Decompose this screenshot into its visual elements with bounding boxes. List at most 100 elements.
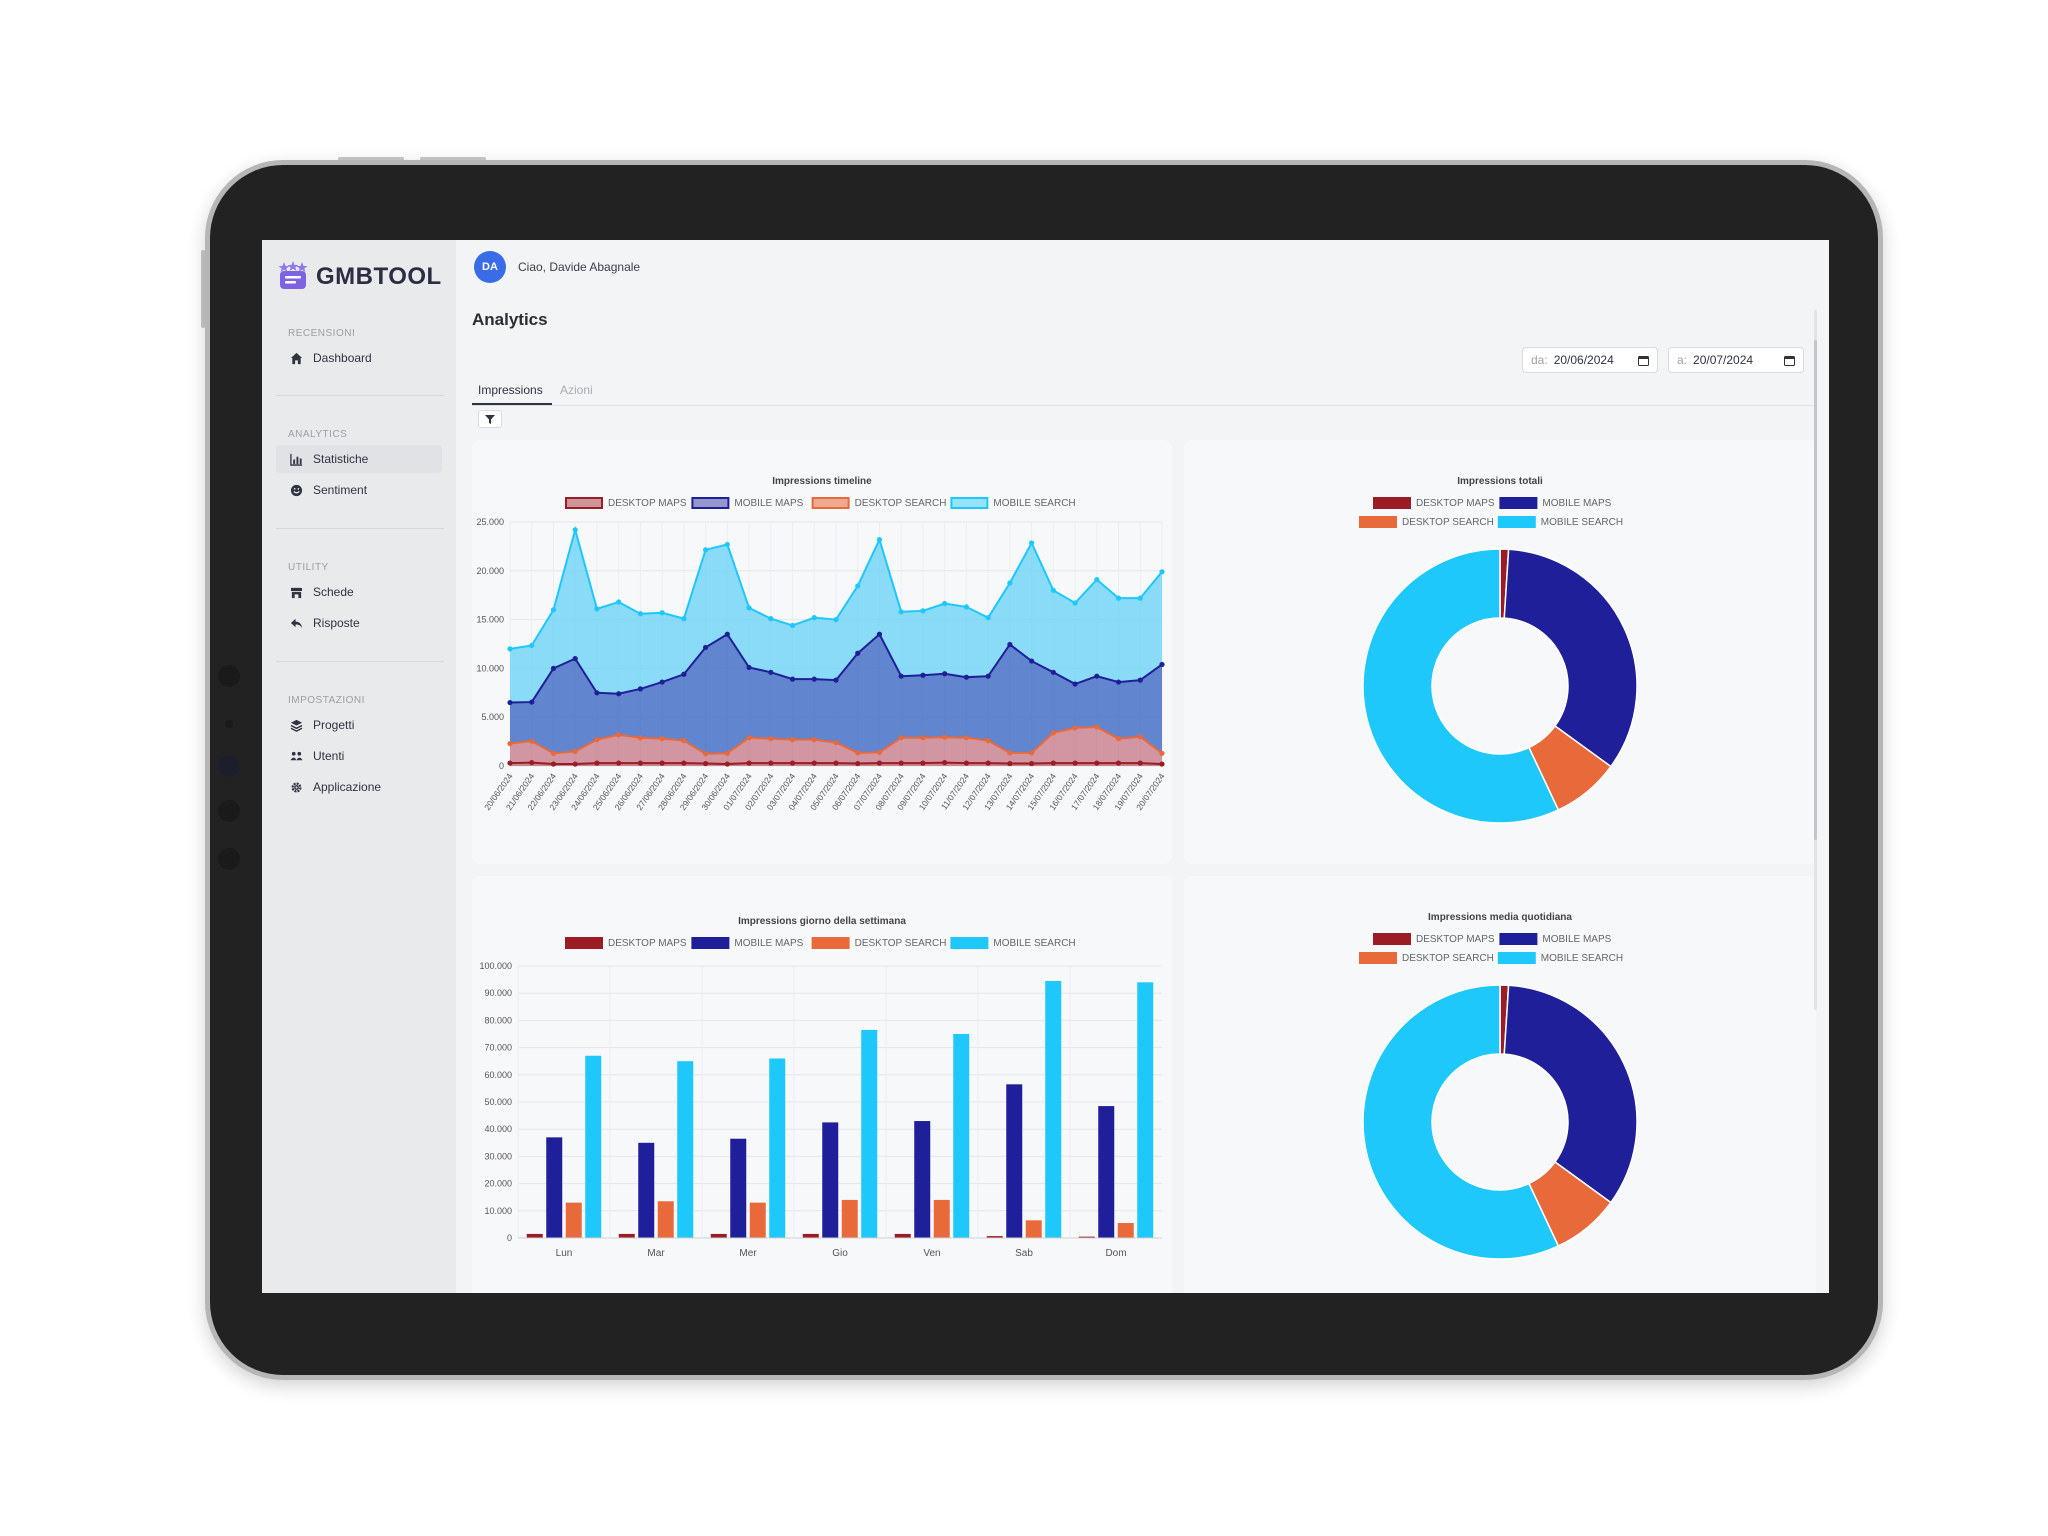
sidebar-item-sentiment[interactable]: Sentiment	[276, 476, 442, 504]
legend-label: DESKTOP MAPS	[1416, 498, 1495, 509]
sidebar-item-statistiche[interactable]: Statistiche	[276, 445, 442, 473]
date-from-field[interactable]: da: 20/06/2024	[1522, 347, 1658, 373]
data-point	[789, 622, 796, 629]
data-point	[963, 674, 969, 680]
data-point	[811, 615, 817, 621]
reply-icon	[290, 618, 303, 628]
data-point	[1115, 679, 1122, 685]
data-point	[746, 664, 752, 671]
data-point	[1050, 730, 1056, 736]
sidebar-item-schede[interactable]: Schede	[276, 578, 442, 606]
legend-label: MOBILE MAPS	[1542, 934, 1611, 945]
divider	[276, 528, 444, 529]
data-point	[898, 735, 904, 741]
data-point	[681, 738, 687, 744]
data-point	[1094, 673, 1100, 679]
data-point	[1137, 734, 1143, 740]
data-point	[985, 673, 991, 679]
data-point	[985, 738, 991, 744]
data-point	[746, 735, 752, 741]
data-point	[1159, 761, 1165, 767]
data-point	[724, 631, 730, 637]
sidebar-item-applicazione[interactable]: Applicazione	[276, 773, 442, 801]
main-content: DA Ciao, Davide Abagnale Analytics da: 2…	[456, 240, 1829, 1293]
data-point	[855, 760, 861, 767]
data-point	[703, 760, 709, 767]
y-tick-label: 60.000	[484, 1070, 512, 1080]
sidebar-item-utenti[interactable]: Utenti	[276, 742, 442, 770]
data-point	[1072, 681, 1078, 687]
legend-swatch	[1359, 952, 1397, 964]
legend-label: DESKTOP MAPS	[608, 498, 687, 509]
data-point	[942, 671, 948, 677]
data-point	[637, 611, 643, 617]
user-greeting: Ciao, Davide Abagnale	[518, 260, 641, 274]
data-point	[1159, 569, 1165, 575]
data-point	[963, 760, 969, 766]
data-point	[985, 760, 991, 766]
bar	[749, 1202, 766, 1238]
impressions-weekday-chart: Impressions giorno della settimana DESKTO…	[479, 916, 1162, 1259]
bar	[618, 1233, 635, 1238]
logo-icon	[278, 261, 308, 289]
page-title: Analytics	[472, 310, 548, 329]
bar	[914, 1121, 931, 1238]
legend-label: MOBILE MAPS	[734, 498, 803, 509]
camera-dot	[218, 848, 240, 870]
avatar[interactable]: DA	[474, 251, 506, 283]
legend-swatch	[1499, 933, 1538, 945]
date-to-field[interactable]: a: 20/07/2024	[1668, 347, 1804, 373]
bar	[1006, 1084, 1023, 1238]
sidebar-item-label: Sentiment	[313, 483, 368, 497]
data-point	[898, 609, 904, 615]
sidebar-item-dashboard[interactable]: Dashboard	[276, 344, 442, 372]
data-point	[1029, 750, 1035, 756]
legend-swatch	[1497, 952, 1536, 964]
section-title-utility: UTILITY	[288, 562, 329, 573]
date-from-value: 20/06/2024	[1553, 353, 1614, 367]
bar	[730, 1138, 747, 1238]
data-point	[550, 665, 557, 671]
tab-impressions[interactable]: Impressions	[478, 383, 543, 397]
screen: GMBTOOL RECENSIONI Dashboard ANALYTICS S…	[262, 240, 1829, 1293]
divider	[276, 661, 444, 662]
data-point	[1007, 641, 1013, 648]
data-point	[1137, 677, 1143, 683]
filter-button[interactable]	[478, 410, 502, 428]
legend-swatch	[565, 497, 603, 509]
camera-dot	[218, 755, 240, 777]
data-point	[681, 760, 687, 766]
legend-label: DESKTOP MAPS	[1416, 934, 1495, 945]
data-point	[616, 599, 622, 605]
y-tick-label: 10.000	[484, 1206, 512, 1216]
bar	[1025, 1220, 1042, 1238]
data-point	[1094, 724, 1100, 730]
app-name: GMBTOOL	[316, 263, 442, 290]
x-tick-label: Ven	[923, 1248, 940, 1259]
sidebar-item-label: Dashboard	[313, 351, 372, 365]
y-tick-label: 20.000	[476, 566, 504, 576]
scrollbar-thumb[interactable]	[1814, 340, 1817, 840]
y-tick-label: 0	[507, 1233, 512, 1243]
date-to-value: 20/07/2024	[1693, 353, 1754, 367]
data-point	[616, 691, 622, 697]
data-point	[768, 669, 774, 675]
card-impressions-timeline: Impressions timeline DESKTOP MAPS MOBILE M…	[472, 440, 1172, 864]
data-point	[703, 751, 709, 757]
sidebar-item-progetti[interactable]: Progetti	[276, 711, 442, 739]
data-point	[920, 760, 926, 766]
data-point	[594, 737, 600, 743]
section-title-analytics: ANALYTICS	[288, 429, 348, 440]
tab-azioni[interactable]: Azioni	[560, 383, 593, 397]
data-point	[572, 527, 578, 533]
calendar-icon[interactable]	[1784, 355, 1795, 366]
legend-label: DESKTOP SEARCH	[1402, 953, 1494, 964]
bar	[861, 1029, 878, 1238]
data-point	[833, 739, 839, 746]
calendar-icon[interactable]	[1638, 355, 1649, 366]
sidebar-item-risposte[interactable]: Risposte	[276, 609, 442, 637]
top-button	[420, 157, 486, 161]
bar	[1098, 1106, 1115, 1238]
data-point	[572, 656, 578, 662]
data-point	[594, 760, 600, 766]
